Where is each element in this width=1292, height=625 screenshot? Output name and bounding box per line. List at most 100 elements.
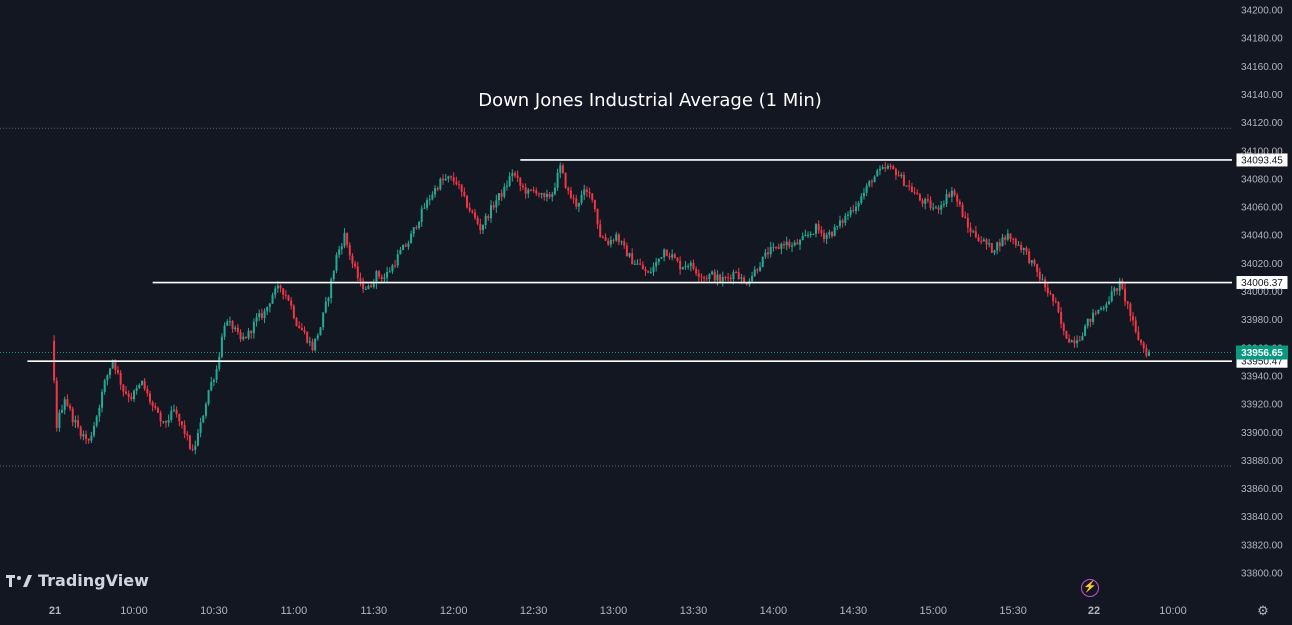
- x-tick-label: 22: [1088, 605, 1100, 617]
- candle-body: [359, 278, 362, 281]
- level-price-box: [1235, 275, 1289, 291]
- candle-body: [231, 321, 234, 329]
- candle-body: [759, 266, 762, 271]
- candle-body: [577, 202, 580, 207]
- candle-body: [1089, 318, 1092, 322]
- candle-body: [569, 190, 572, 198]
- candle-body: [244, 336, 247, 339]
- price-axis[interactable]: 33800.00 33820.00 33840.00 33860.00 33880.00…: [1236, 6, 1288, 580]
- candle-body: [1094, 312, 1097, 314]
- candle-body: [79, 426, 82, 437]
- candle-body: [125, 391, 128, 394]
- candle-body: [423, 207, 426, 209]
- level-price-box: [1235, 152, 1289, 168]
- candle-body: [236, 327, 239, 333]
- candle-body: [945, 194, 948, 204]
- candle-body: [769, 247, 772, 255]
- candle-body: [1140, 340, 1143, 343]
- candle-body: [274, 288, 277, 296]
- candle-body: [812, 233, 815, 235]
- candle-body: [721, 276, 724, 282]
- candle-body: [404, 245, 407, 247]
- candle-body: [362, 280, 365, 290]
- candle-body: [101, 392, 104, 408]
- candle-body: [1049, 293, 1052, 295]
- candle-body: [772, 246, 775, 248]
- candle-body: [689, 262, 692, 266]
- candle-body: [711, 271, 714, 275]
- candle-body: [426, 199, 429, 208]
- candle-body: [655, 262, 658, 267]
- candle-body: [1057, 302, 1060, 313]
- candle-body: [1121, 280, 1124, 289]
- candle-body: [535, 190, 538, 194]
- candle-body: [194, 445, 197, 450]
- candle-body: [966, 218, 969, 228]
- lightning-icon[interactable]: ⚡: [1081, 579, 1099, 597]
- candle-body: [154, 406, 157, 408]
- candle-body: [1012, 239, 1015, 241]
- chart-title: Down Jones Industrial Average (1 Min): [478, 90, 822, 111]
- candle-body: [61, 409, 64, 413]
- y-tick-label: 33820.00: [1241, 540, 1283, 551]
- candle-body: [612, 239, 615, 241]
- candle-body: [988, 243, 991, 245]
- candle-body: [1076, 340, 1079, 344]
- candle-body: [902, 174, 905, 186]
- candle-body: [980, 241, 983, 243]
- candle-body: [852, 210, 855, 212]
- candle-body: [918, 194, 921, 201]
- y-tick-label: 33860.00: [1241, 484, 1283, 495]
- candle-body: [652, 266, 655, 273]
- candle-body: [484, 216, 487, 225]
- candle-body: [716, 274, 719, 281]
- horizontal-levels[interactable]: 34093.45 34006.37 33950.47: [27, 152, 1289, 369]
- candle-body: [647, 271, 650, 273]
- candle-body: [692, 262, 695, 269]
- candle-body: [316, 335, 319, 339]
- candle-body: [908, 185, 911, 187]
- candle-body: [953, 190, 956, 196]
- candle-body: [330, 279, 333, 299]
- candle-body: [159, 412, 162, 422]
- candle-body: [199, 422, 202, 433]
- candle-body: [537, 193, 540, 195]
- candle-body: [998, 242, 1001, 247]
- candle-body: [367, 285, 370, 290]
- candle-body: [287, 295, 290, 301]
- candle-body: [415, 227, 418, 229]
- candle-body: [468, 207, 471, 211]
- candle-body: [1134, 320, 1137, 332]
- candle-body: [857, 202, 860, 207]
- gear-icon[interactable]: ⚙: [1257, 603, 1269, 618]
- candle-body: [228, 321, 231, 323]
- tradingview-logo[interactable]: TradingView: [6, 571, 149, 590]
- candle-body: [162, 421, 165, 423]
- candle-body: [719, 274, 722, 282]
- candle-body: [673, 254, 676, 259]
- candle-body: [777, 246, 780, 249]
- candle-body: [815, 224, 818, 234]
- candle-body: [354, 263, 357, 267]
- candle-body: [926, 199, 929, 201]
- candle-body: [1097, 309, 1100, 314]
- level-price-label: 34006.37: [1241, 278, 1283, 289]
- candle-body: [396, 254, 399, 266]
- candle-body: [836, 225, 839, 227]
- x-tick-label: 12:00: [440, 605, 468, 617]
- y-tick-label: 33900.00: [1241, 428, 1283, 439]
- candle-body: [916, 193, 919, 195]
- candle-body: [705, 278, 708, 280]
- candle-body: [85, 434, 88, 439]
- candle-body: [700, 276, 703, 278]
- candle-body: [130, 396, 133, 400]
- candle-body: [481, 224, 484, 231]
- time-axis[interactable]: 21 10:00 10:30 11:00 11:30 12:00 12:30 13:00 13:…: [49, 605, 1187, 617]
- candle-body: [1004, 237, 1007, 240]
- candle-body: [559, 165, 562, 173]
- x-tick-label: 14:00: [760, 605, 788, 617]
- candle-body: [434, 188, 437, 195]
- candle-body: [799, 240, 802, 245]
- candle-body: [764, 252, 767, 257]
